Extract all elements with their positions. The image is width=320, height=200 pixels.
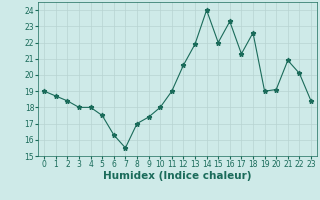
X-axis label: Humidex (Indice chaleur): Humidex (Indice chaleur) xyxy=(103,171,252,181)
